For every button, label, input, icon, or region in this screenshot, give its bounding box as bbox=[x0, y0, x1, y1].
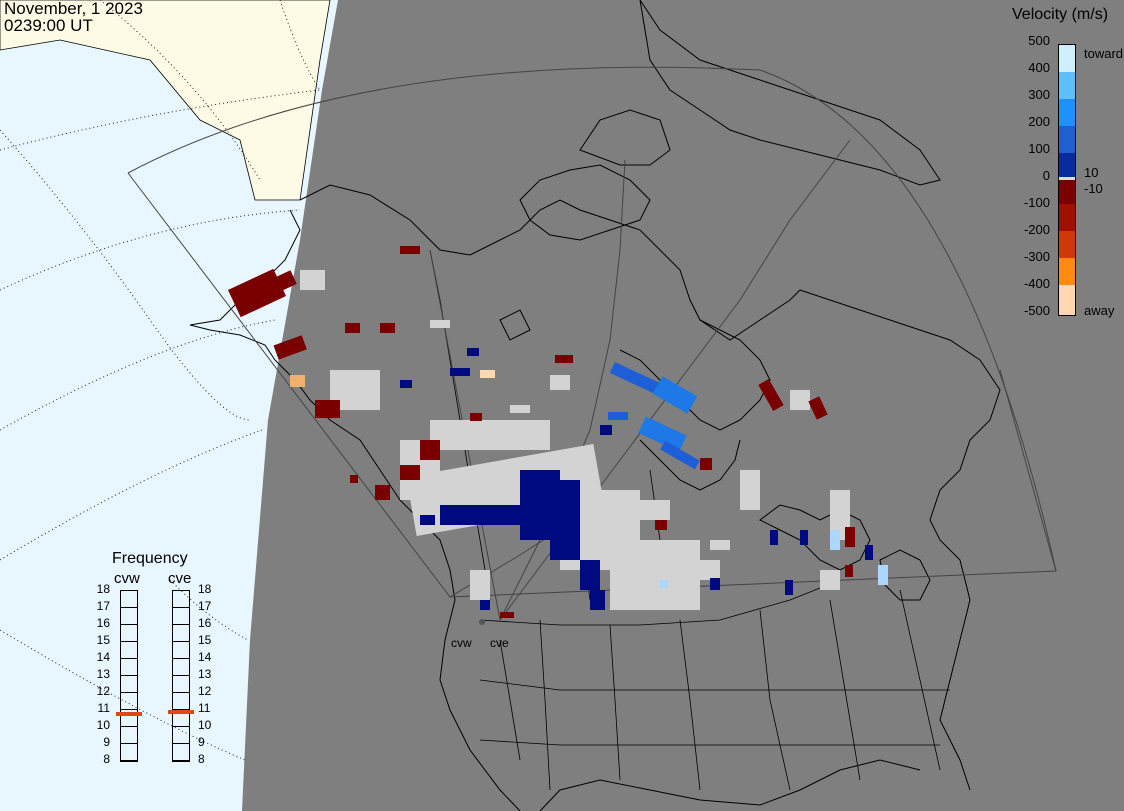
velocity-tick: 400 bbox=[1028, 60, 1050, 75]
away-label: away bbox=[1084, 303, 1115, 318]
frequency-cell bbox=[173, 676, 189, 693]
frequency-scale-cve bbox=[172, 590, 190, 762]
velocity-scale-title: Velocity (m/s) bbox=[1012, 6, 1109, 23]
frequency-cell bbox=[173, 744, 189, 761]
frequency-scale-cvw bbox=[120, 590, 138, 762]
velocity-tick: 100 bbox=[1028, 141, 1050, 156]
away-velocity-cells bbox=[228, 246, 855, 618]
frequency-tick-left: 16 bbox=[96, 616, 110, 630]
frequency-tick-left: 18 bbox=[96, 582, 110, 596]
velocity-tick: -400 bbox=[1023, 276, 1050, 291]
velocity-tick: -200 bbox=[1023, 222, 1050, 237]
velocity-tick: 0 bbox=[1042, 168, 1050, 183]
velocity-tick: -500 bbox=[1023, 303, 1050, 318]
frequency-tick-left: 13 bbox=[96, 667, 110, 681]
frequency-tick-right: 13 bbox=[198, 667, 212, 681]
velocity-tick: 200 bbox=[1028, 114, 1050, 129]
frequency-tick-left: 15 bbox=[96, 633, 110, 647]
frequency-tick-right: 15 bbox=[198, 633, 212, 647]
radar-label-cve: cve bbox=[490, 636, 509, 650]
frequency-tick-left: 8 bbox=[103, 752, 110, 766]
frequency-cell bbox=[121, 625, 137, 642]
frequency-cell bbox=[121, 710, 137, 727]
frequency-cell bbox=[173, 591, 189, 608]
frequency-cell bbox=[173, 659, 189, 676]
frequency-cell bbox=[121, 744, 137, 761]
frequency-tick-right: 10 bbox=[198, 718, 212, 732]
radar-label-cvw: cvw bbox=[451, 636, 472, 650]
frequency-tick-left: 11 bbox=[97, 701, 110, 715]
frequency-tick-left: 14 bbox=[96, 650, 110, 664]
frequency-cell bbox=[121, 727, 137, 744]
frequency-cell bbox=[173, 710, 189, 727]
graticule bbox=[0, 0, 321, 761]
frequency-cell bbox=[121, 642, 137, 659]
velocity-colorbar bbox=[1058, 44, 1076, 316]
time-label: 0239:00 UT bbox=[4, 16, 93, 35]
frequency-tick-right: 11 bbox=[198, 701, 211, 715]
velocity-tick: -100 bbox=[1023, 195, 1050, 210]
frequency-cell bbox=[121, 693, 137, 710]
frequency-tick-left: 10 bbox=[96, 718, 110, 732]
frequency-cell bbox=[173, 642, 189, 659]
frequency-tick-right: 8 bbox=[198, 752, 205, 766]
frequency-tick-right: 9 bbox=[198, 735, 205, 749]
frequency-radar-cve: cve bbox=[168, 570, 192, 587]
frequency-radar-cvw: cvw bbox=[114, 570, 140, 587]
inner-tick-10: 10 bbox=[1084, 165, 1099, 180]
frequency-cell bbox=[121, 676, 137, 693]
toward-velocity-cells bbox=[400, 348, 888, 610]
frequency-tick-right: 14 bbox=[198, 650, 212, 664]
date-label: November, 1 2023 bbox=[4, 0, 143, 18]
frequency-tick-right: 16 bbox=[198, 616, 212, 630]
velocity-tick: 300 bbox=[1028, 87, 1050, 102]
frequency-tick-left: 9 bbox=[103, 735, 110, 749]
frequency-cell bbox=[173, 693, 189, 710]
velocity-tick: 500 bbox=[1028, 33, 1050, 48]
toward-label: toward bbox=[1084, 46, 1124, 61]
day-land-russia-alaska bbox=[0, 0, 331, 201]
political-borders bbox=[429, 249, 950, 791]
frequency-marker-cve bbox=[168, 710, 194, 715]
frequency-tick-left: 17 bbox=[96, 599, 110, 613]
frequency-tick-right: 12 bbox=[198, 684, 212, 698]
frequency-cell bbox=[121, 659, 137, 676]
frequency-tick-right: 18 bbox=[198, 582, 212, 596]
velocity-tick: -300 bbox=[1023, 249, 1050, 264]
frequency-title: Frequency bbox=[112, 550, 188, 567]
frequency-cell bbox=[173, 625, 189, 642]
frequency-cell bbox=[121, 591, 137, 608]
frequency-cell bbox=[121, 608, 137, 625]
frequency-cell bbox=[173, 727, 189, 744]
frequency-tick-right: 17 bbox=[198, 599, 212, 613]
frequency-tick-left: 12 bbox=[96, 684, 110, 698]
frequency-cell bbox=[173, 608, 189, 625]
inner-tick-minus-10: -10 bbox=[1084, 181, 1103, 196]
radar-site-marker bbox=[479, 619, 485, 625]
frequency-marker-cvw bbox=[116, 712, 142, 717]
